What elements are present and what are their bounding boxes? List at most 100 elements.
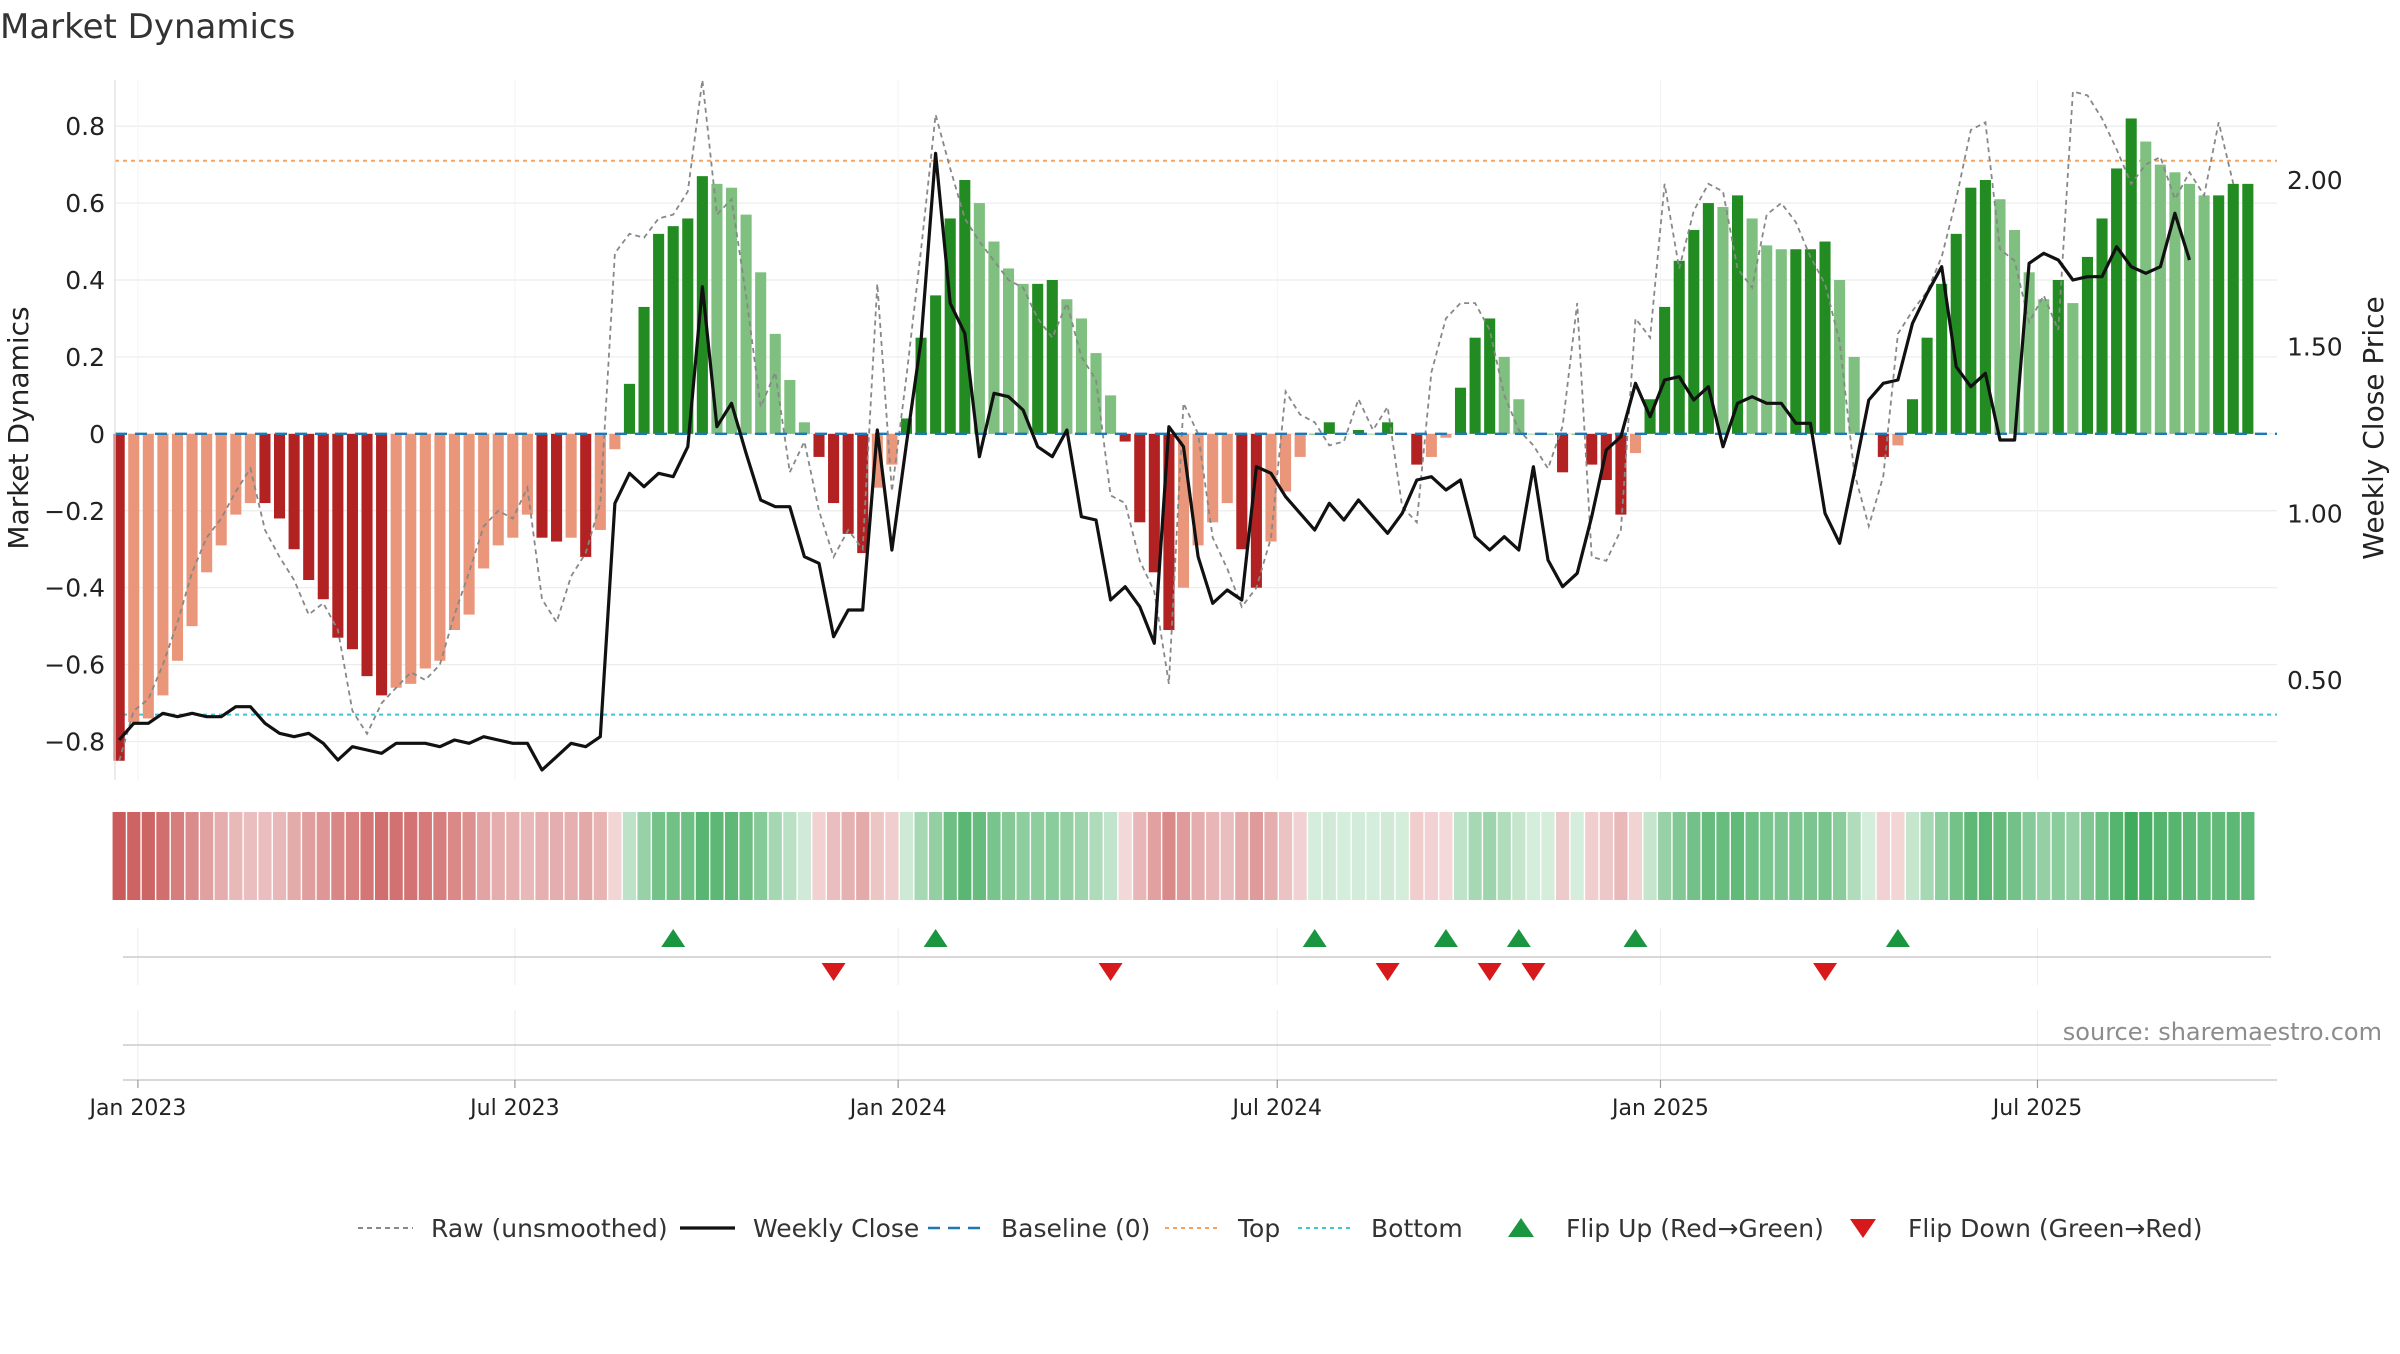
regime-cell xyxy=(2051,812,2065,900)
dynamics-bar xyxy=(142,433,154,719)
dynamics-bar xyxy=(1090,353,1102,434)
regime-cell xyxy=(141,812,155,900)
dynamics-bar xyxy=(419,433,431,669)
dynamics-bar xyxy=(288,433,300,550)
flip-down-marker xyxy=(1477,963,1502,981)
regime-cell xyxy=(1016,812,1030,900)
dynamics-bar xyxy=(1323,422,1335,434)
regime-cell xyxy=(1468,812,1482,900)
dynamics-bar xyxy=(900,418,913,434)
legend-item: Flip Up (Red→Green) xyxy=(1508,1214,1824,1243)
dynamics-bar xyxy=(171,433,184,661)
regime-cell xyxy=(1264,812,1278,900)
dynamics-bar xyxy=(1746,218,1758,434)
dynamics-bar xyxy=(1673,260,1685,434)
regime-cell xyxy=(1658,812,1672,900)
regime-cell xyxy=(2007,812,2022,900)
left-tick-label: 0 xyxy=(89,420,105,449)
dynamics-bar xyxy=(1032,283,1044,434)
regime-cell xyxy=(2139,812,2153,900)
dynamics-bar xyxy=(2009,230,2021,434)
regime-cell xyxy=(1147,812,1161,900)
dynamics-bar xyxy=(1877,433,1889,457)
regime-cell xyxy=(1599,812,1613,900)
legend-flip-up-icon xyxy=(1508,1218,1534,1237)
right-axis: 0.50 1.00 1.50 2.00 xyxy=(2287,166,2343,695)
x-tick-label: Jan 2023 xyxy=(87,1096,186,1121)
regime-cell xyxy=(1701,812,1715,900)
dynamics-bar xyxy=(2081,256,2093,434)
dynamics-bar xyxy=(230,433,242,515)
regime-cell xyxy=(681,812,695,900)
regime-cell xyxy=(1730,812,1745,900)
regime-cell xyxy=(1555,812,1570,900)
regime-cell xyxy=(608,812,622,900)
regime-cell xyxy=(1278,812,1293,900)
regime-cell xyxy=(1497,812,1511,900)
regime-cell xyxy=(433,812,447,900)
dynamics-bar xyxy=(1804,249,1816,434)
flip-down-marker xyxy=(1375,963,1400,981)
dynamics-bar xyxy=(1440,433,1452,438)
dynamics-bar xyxy=(828,433,840,504)
regime-cell xyxy=(1235,812,1249,900)
dynamics-bar xyxy=(565,433,577,538)
dynamics-bar xyxy=(813,433,825,457)
dynamics-bar xyxy=(1775,249,1787,434)
right-tick-label: 0.50 xyxy=(2287,666,2343,695)
regime-cell xyxy=(506,812,520,900)
regime-cell xyxy=(1351,812,1366,900)
regime-cell xyxy=(1541,812,1555,900)
dynamics-bar xyxy=(1906,399,1919,434)
dynamics-bar xyxy=(536,433,548,538)
dynamics-bar xyxy=(274,433,286,519)
dynamics-bar xyxy=(492,433,504,546)
regime-cell xyxy=(1643,812,1657,900)
dynamics-bar xyxy=(2154,164,2166,434)
flip-up-marker xyxy=(923,929,948,947)
regime-cell xyxy=(2226,812,2240,900)
dynamics-bar xyxy=(798,422,810,434)
right-tick-label: 2.00 xyxy=(2287,166,2343,195)
regime-cell xyxy=(156,812,170,900)
legend-item: Flip Down (Green→Red) xyxy=(1850,1214,2203,1243)
regime-cell xyxy=(710,812,724,900)
dynamics-bar xyxy=(1717,206,1729,434)
regime-cell xyxy=(1672,812,1686,900)
dynamics-bar xyxy=(2227,183,2239,434)
dynamics-bar xyxy=(2213,195,2225,434)
dynamics-bar xyxy=(682,218,694,434)
regime-cell xyxy=(2212,812,2226,900)
regime-cell xyxy=(389,812,403,900)
dynamics-bar xyxy=(1411,433,1423,465)
regime-cell xyxy=(185,812,199,900)
dynamics-bar xyxy=(507,433,519,538)
legend-flip-down-icon xyxy=(1850,1219,1876,1238)
dynamics-bar xyxy=(201,433,213,573)
regime-cell xyxy=(754,812,768,900)
dynamics-bar xyxy=(448,433,461,630)
x-axis: Jan 2023 Jul 2023 Jan 2024 Jul 2024 Jan 2025… xyxy=(87,1080,2082,1121)
dynamics-bar xyxy=(303,433,315,580)
regime-cell xyxy=(462,812,476,900)
dynamics-bar xyxy=(1863,433,1875,435)
dynamics-bar xyxy=(2183,183,2196,434)
regime-cell xyxy=(1483,812,1497,900)
dynamics-bar xyxy=(2038,299,2050,434)
regime-cell xyxy=(943,812,957,900)
dynamics-bar xyxy=(1352,430,1364,434)
x-tick-label: Jul 2024 xyxy=(1230,1096,1322,1121)
regime-cell xyxy=(768,812,782,900)
dynamics-bar xyxy=(653,233,665,434)
regime-cell xyxy=(1453,812,1468,900)
dynamics-bar xyxy=(1702,203,1714,434)
dynamics-bar xyxy=(390,433,402,688)
legend-item: Baseline (0) xyxy=(928,1214,1150,1243)
regime-cell xyxy=(1964,812,1978,900)
dynamics-bar xyxy=(2111,168,2123,434)
regime-cell xyxy=(2197,812,2211,900)
regime-cell xyxy=(1760,812,1774,900)
left-tick-label: −0.6 xyxy=(44,651,105,680)
dynamics-bar xyxy=(346,433,358,650)
regime-cell xyxy=(200,812,214,900)
